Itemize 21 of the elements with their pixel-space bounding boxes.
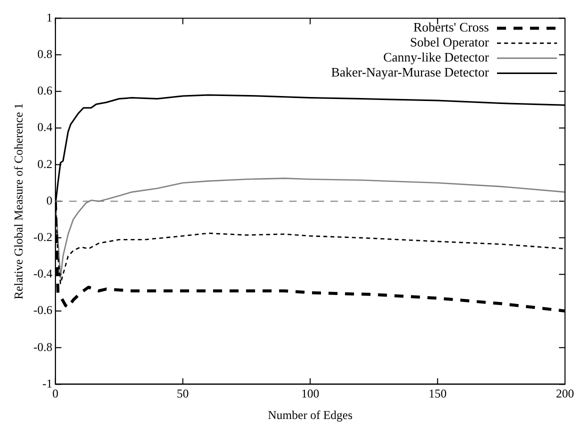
y-tick-label: -1 [42, 376, 52, 390]
y-tick-label: -0.8 [33, 340, 52, 354]
legend-label: Roberts' Cross [413, 20, 489, 35]
y-tick-label: 1 [46, 10, 52, 24]
y-tick-label: -0.4 [33, 266, 52, 281]
y-axis-title: Relative Global Measure of Coherence 1 [11, 103, 26, 300]
legend-label: Baker-Nayar-Murase Detector [331, 64, 490, 80]
y-tick-label: -0.6 [33, 303, 52, 318]
y-tick-label: 0.6 [37, 84, 52, 98]
y-tick-label: 0.2 [37, 156, 52, 171]
x-tick-label: 150 [428, 386, 447, 401]
x-tick-label: 50 [176, 386, 189, 401]
y-tick-label: -0.2 [33, 230, 52, 244]
legend-label: Canny-like Detector [383, 50, 490, 65]
y-tick-label: 0.4 [37, 120, 52, 134]
y-tick-label: 0.8 [37, 46, 52, 61]
legend-label: Sobel Operator [410, 34, 490, 50]
y-tick-label: 0 [46, 193, 52, 208]
x-tick-label: 100 [301, 386, 320, 401]
x-axis-title: Number of Edges [268, 408, 353, 422]
x-tick-label: 200 [556, 386, 574, 401]
